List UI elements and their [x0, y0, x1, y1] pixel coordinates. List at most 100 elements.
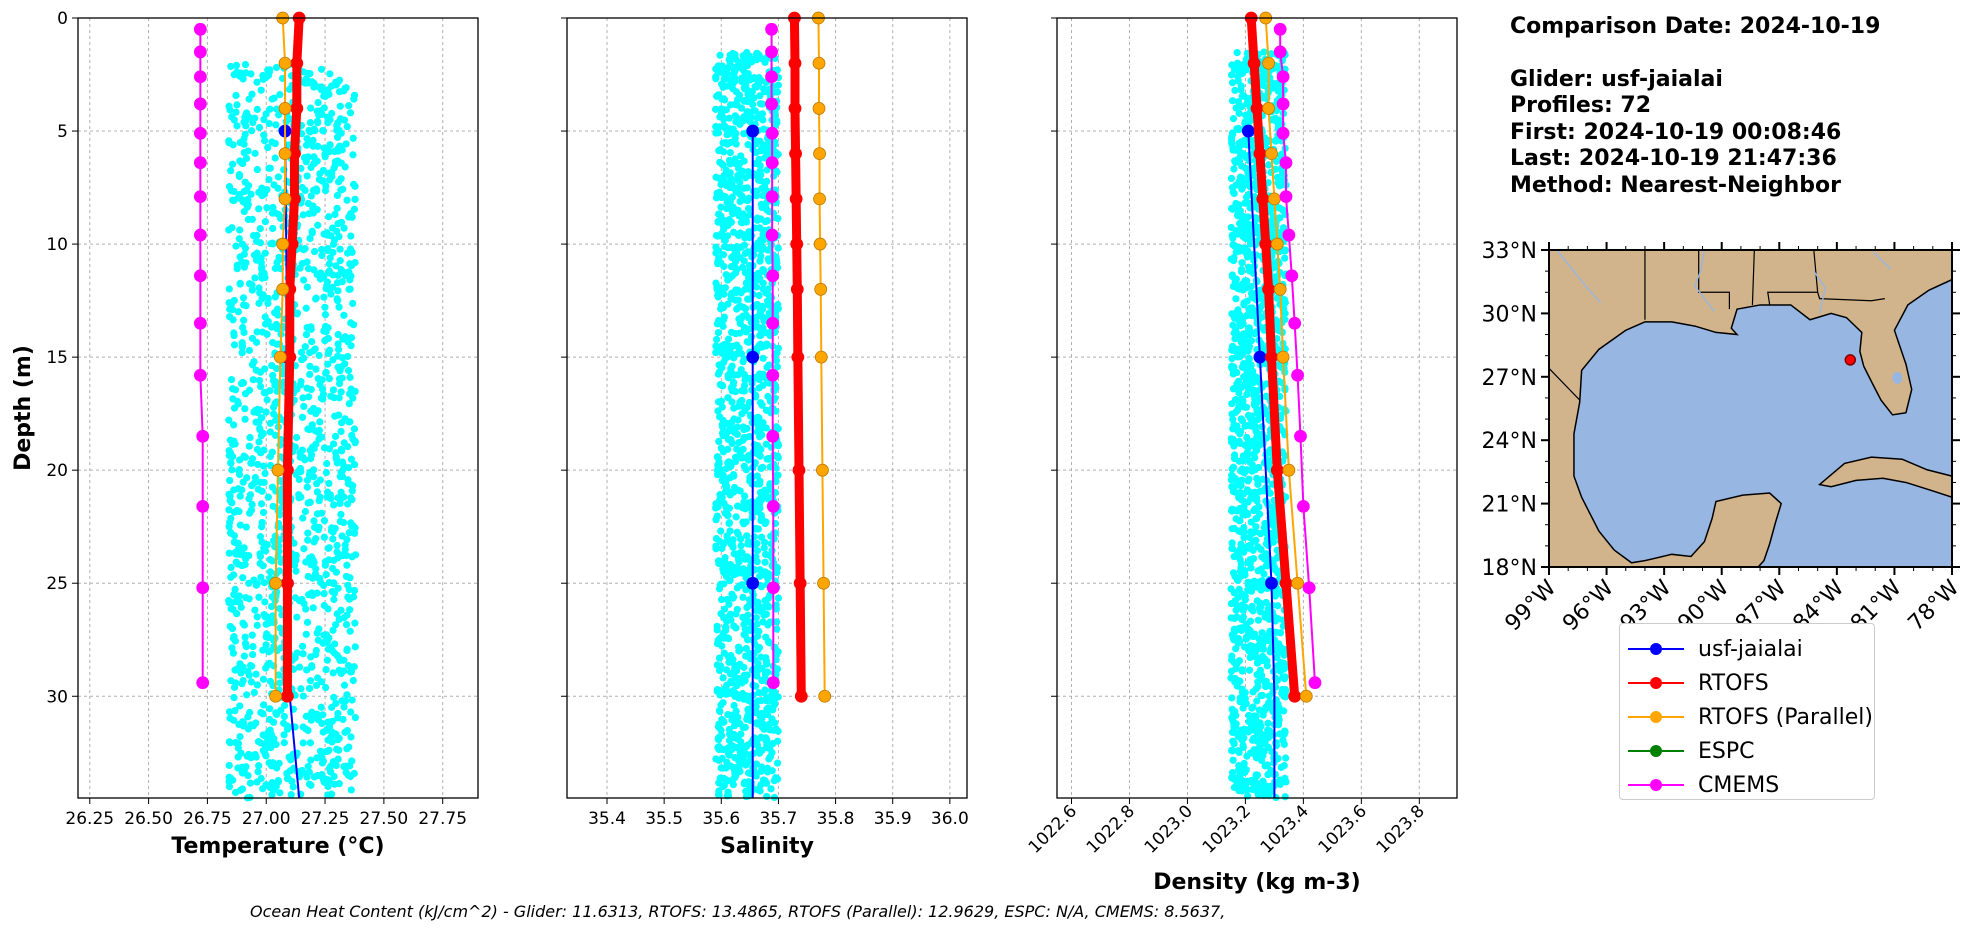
legend-swatch [1628, 673, 1684, 693]
scatter-point [736, 646, 744, 654]
map-border-ga-fl [1817, 292, 1885, 302]
scatter-point [306, 468, 314, 477]
scatter-point [1264, 605, 1272, 613]
scatter-point [1246, 627, 1254, 635]
scatter-point [303, 172, 311, 180]
scatter-point [283, 775, 291, 783]
scatter-point [266, 164, 274, 172]
scatter-point [328, 524, 336, 532]
scatter-point [713, 661, 721, 669]
scatter-point [261, 218, 269, 226]
scatter-point [1230, 524, 1238, 533]
scatter-point [1264, 161, 1273, 169]
scatter-point [337, 427, 345, 436]
scatter-point [317, 394, 326, 402]
scatter-point [305, 591, 313, 599]
scatter-point [264, 143, 272, 152]
scatter-point [744, 538, 753, 546]
scatter-point [326, 116, 334, 124]
scatter-point [320, 631, 328, 639]
scatter-point [279, 370, 287, 378]
scatter-point [265, 715, 274, 724]
x-tick-label: 1023.8 [1373, 801, 1429, 857]
scatter-point [313, 589, 321, 597]
scatter-point [258, 538, 266, 546]
series-point-rtofs-parallel [269, 576, 283, 590]
scatter-point [1239, 741, 1247, 750]
scatter-point [743, 109, 751, 117]
scatter-point [763, 792, 771, 801]
scatter-point [225, 549, 233, 557]
scatter-point [743, 95, 751, 104]
scatter-point [300, 545, 308, 553]
scatter-point [269, 371, 277, 379]
scatter-point [297, 685, 305, 693]
scatter-point [760, 725, 768, 733]
scatter-point [717, 764, 725, 772]
y-tick-label: 10 [46, 235, 68, 255]
scatter-point [732, 140, 740, 148]
scatter-point [1281, 793, 1289, 801]
legend-dot [1650, 643, 1662, 655]
scatter-point [276, 604, 284, 613]
scatter-point [1260, 71, 1268, 79]
scatter-point [333, 191, 342, 200]
x-axis-label: Density (kg m-3) [1153, 870, 1361, 895]
scatter-point [748, 474, 756, 482]
series-point-cmems [193, 316, 207, 330]
scatter-point [236, 732, 244, 741]
scatter-point [276, 789, 284, 797]
scatter-point [282, 118, 290, 126]
scatter-point [338, 419, 346, 427]
scatter-point [328, 738, 336, 746]
scatter-point [335, 394, 343, 402]
scatter-point [349, 394, 357, 402]
scatter-point [238, 349, 246, 357]
scatter-point [1249, 529, 1257, 537]
scatter-point [322, 468, 330, 477]
scatter-point [739, 66, 748, 74]
scatter-point [226, 622, 234, 631]
scatter-point [260, 389, 268, 397]
scatter-point [771, 148, 779, 156]
scatter-point [256, 426, 264, 434]
scatter-point [738, 219, 746, 227]
scatter-point [714, 502, 722, 510]
series-point-cmems [193, 190, 207, 204]
scatter-point [257, 573, 265, 581]
scatter-point [1275, 716, 1283, 724]
scatter-point [743, 338, 751, 346]
series-point-cmems [765, 126, 779, 140]
scatter-point [348, 696, 356, 704]
scatter-point [235, 171, 243, 179]
scatter-point [333, 456, 341, 464]
scatter-point [1228, 79, 1237, 87]
scatter-point [1241, 694, 1249, 703]
scatter-point [303, 258, 311, 266]
scatter-point [301, 244, 309, 253]
scatter-point [1238, 92, 1246, 100]
scatter-point [340, 311, 348, 319]
scatter-point [325, 375, 333, 383]
scatter-point [714, 636, 722, 644]
scatter-point [317, 269, 325, 277]
scatter-point [768, 715, 776, 723]
scatter-point [1237, 332, 1245, 340]
scatter-point [225, 599, 233, 607]
scatter-point [774, 244, 782, 252]
scatter-point [320, 92, 328, 100]
scatter-point [1255, 744, 1263, 752]
series-point-rtofs [1250, 102, 1264, 115]
scatter-point [257, 432, 266, 440]
scatter-point [271, 154, 279, 162]
map-lon-label: 99°W [1501, 575, 1562, 636]
scatter-point [280, 701, 289, 710]
scatter-point [334, 330, 342, 339]
scatter-point [719, 674, 727, 682]
scatter-point [325, 479, 333, 488]
scatter-point [1235, 109, 1243, 117]
scatter-point [253, 78, 261, 86]
scatter-point [307, 163, 315, 172]
scatter-point [1228, 539, 1236, 547]
